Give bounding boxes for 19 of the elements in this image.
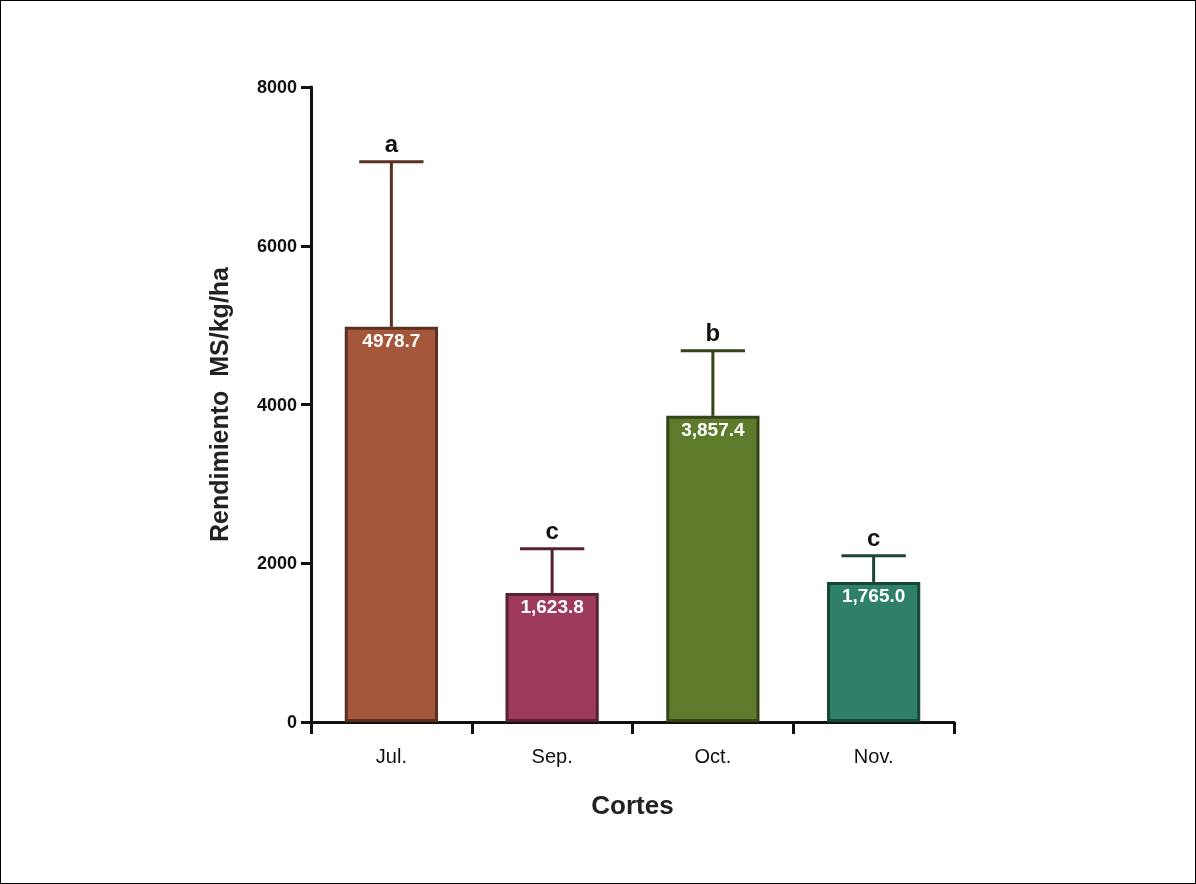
- y-tick-label: 0: [286, 712, 297, 732]
- y-tick-label: 2000: [256, 553, 297, 574]
- data-label: 4978.7: [362, 329, 421, 351]
- y-tick-label: 6000: [256, 235, 297, 256]
- annotation: c: [866, 523, 881, 551]
- x-tick-label: Jul.: [375, 745, 407, 767]
- y-tick-label: 4000: [256, 394, 297, 415]
- annotation: c: [545, 517, 559, 545]
- y-tick-label: 8000: [256, 77, 297, 97]
- annotation: a: [384, 130, 399, 158]
- annotation: b: [705, 319, 721, 347]
- x-tick-label: Nov.: [853, 745, 894, 767]
- data-label: 1,623.8: [520, 596, 584, 618]
- data-label: 3,857.4: [681, 418, 745, 440]
- x-tick-label: Oct.: [694, 745, 732, 767]
- data-label: 1,765.0: [841, 584, 906, 606]
- x-tick-label: Sep.: [531, 745, 573, 767]
- x-axis-title: Cortes: [591, 790, 674, 820]
- y-axis-title: Rendimiento MS/kg/ha: [204, 265, 233, 543]
